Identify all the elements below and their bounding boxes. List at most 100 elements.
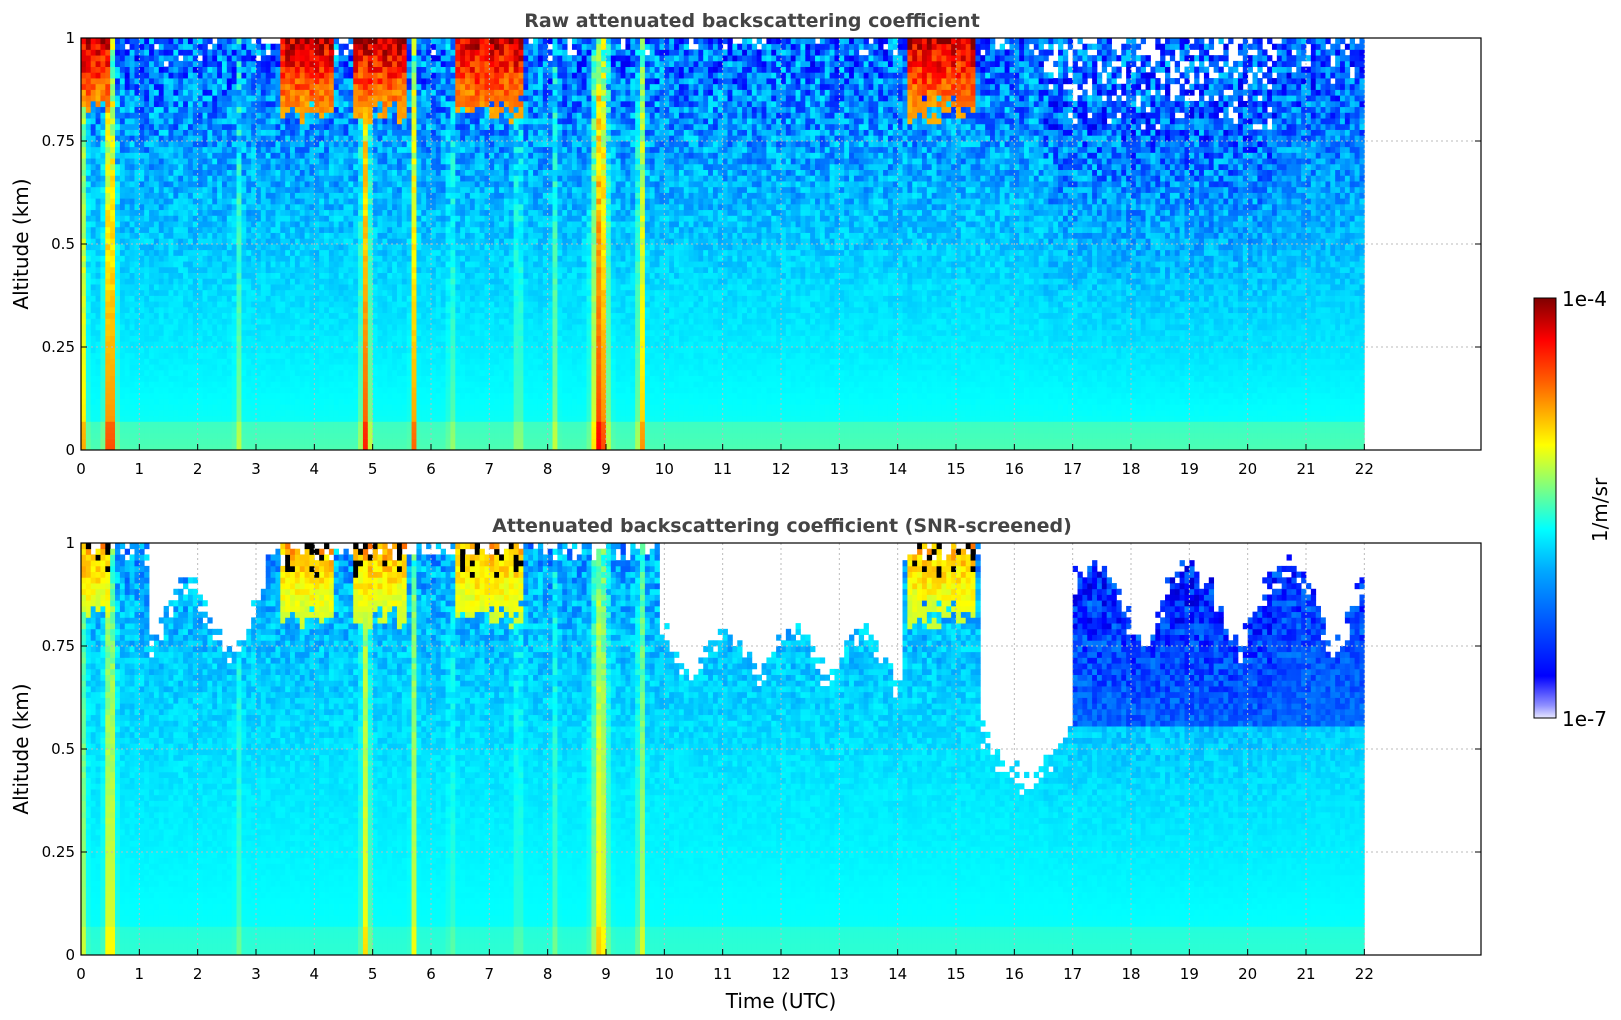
- heatmap-cell: [217, 152, 222, 158]
- heatmap-cell: [212, 250, 217, 256]
- heatmap-cell: [290, 204, 295, 210]
- heatmap-cell: [130, 210, 135, 216]
- heatmap-cell: [363, 84, 368, 90]
- heatmap-cell: [275, 336, 280, 342]
- heatmap-cell: [353, 72, 358, 78]
- heatmap-cell: [295, 393, 300, 399]
- heatmap-cell: [285, 273, 290, 279]
- heatmap-cell: [363, 278, 368, 284]
- heatmap-cell: [290, 164, 295, 170]
- heatmap-cell: [144, 158, 149, 164]
- heatmap-cell: [261, 278, 266, 284]
- heatmap-cell: [105, 170, 110, 176]
- heatmap-cell: [144, 101, 149, 107]
- heatmap-cell: [125, 72, 130, 78]
- heatmap-cell: [295, 439, 300, 445]
- heatmap-cell: [290, 433, 295, 439]
- heatmap-cell: [222, 112, 227, 118]
- heatmap-cell: [344, 130, 349, 136]
- heatmap-cell: [164, 221, 169, 227]
- heatmap-cell: [100, 210, 105, 216]
- heatmap-cell: [222, 210, 227, 216]
- heatmap-cell: [348, 421, 353, 427]
- heatmap-cell: [232, 353, 237, 359]
- heatmap-cell: [261, 204, 266, 210]
- heatmap-cell: [339, 181, 344, 187]
- heatmap-cell: [91, 318, 96, 324]
- heatmap-cell: [300, 78, 305, 84]
- heatmap-cell: [344, 101, 349, 107]
- heatmap-cell: [207, 107, 212, 113]
- heatmap-cell: [314, 387, 319, 393]
- heatmap-cell: [280, 198, 285, 204]
- heatmap-cell: [110, 221, 115, 227]
- heatmap-cell: [358, 393, 363, 399]
- heatmap-cell: [344, 158, 349, 164]
- heatmap-cell: [290, 427, 295, 433]
- heatmap-cell: [329, 290, 334, 296]
- heatmap-cell: [280, 210, 285, 216]
- heatmap-cell: [207, 244, 212, 250]
- heatmap-cell: [232, 55, 237, 61]
- heatmap-cell: [344, 78, 349, 84]
- heatmap-cell: [217, 307, 222, 313]
- heatmap-cell: [198, 210, 203, 216]
- heatmap-cell: [241, 107, 246, 113]
- heatmap-cell: [178, 227, 183, 233]
- heatmap-cell: [188, 101, 193, 107]
- heatmap-cell: [358, 370, 363, 376]
- heatmap-cell: [295, 112, 300, 118]
- heatmap-cell: [105, 336, 110, 342]
- heatmap-cell: [159, 233, 164, 239]
- heatmap-cell: [207, 410, 212, 416]
- heatmap-cell: [198, 107, 203, 113]
- heatmap-cell: [173, 381, 178, 387]
- heatmap-cell: [329, 44, 334, 50]
- heatmap-cell: [285, 307, 290, 313]
- heatmap-cell: [203, 261, 208, 267]
- heatmap-cell: [329, 267, 334, 273]
- heatmap-cell: [227, 370, 232, 376]
- heatmap-cell: [314, 273, 319, 279]
- heatmap-cell: [139, 84, 144, 90]
- heatmap-cell: [222, 49, 227, 55]
- heatmap-cell: [154, 376, 159, 382]
- heatmap-cell: [203, 255, 208, 261]
- heatmap-cell: [217, 107, 222, 113]
- heatmap-cell: [212, 261, 217, 267]
- heatmap-cell: [334, 175, 339, 181]
- heatmap-cell: [115, 261, 120, 267]
- heatmap-cell: [91, 72, 96, 78]
- heatmap-cell: [275, 370, 280, 376]
- heatmap-cell: [164, 370, 169, 376]
- heatmap-cell: [203, 347, 208, 353]
- heatmap-cell: [363, 221, 368, 227]
- heatmap-cell: [222, 410, 227, 416]
- heatmap-cell: [188, 364, 193, 370]
- heatmap-cell: [169, 370, 174, 376]
- heatmap-cell: [188, 61, 193, 67]
- heatmap-cell: [324, 198, 329, 204]
- heatmap-cell: [217, 296, 222, 302]
- heatmap-cell: [363, 158, 368, 164]
- heatmap-cell: [344, 278, 349, 284]
- heatmap-cell: [232, 44, 237, 50]
- heatmap-cell: [237, 67, 242, 73]
- heatmap-cell: [110, 78, 115, 84]
- heatmap-cell: [300, 164, 305, 170]
- heatmap-cell: [154, 284, 159, 290]
- heatmap-cell: [314, 72, 319, 78]
- heatmap-cell: [149, 330, 154, 336]
- heatmap-cell: [295, 61, 300, 67]
- heatmap-cell: [319, 233, 324, 239]
- heatmap-cell: [275, 318, 280, 324]
- heatmap-cell: [319, 61, 324, 67]
- heatmap-cell: [334, 198, 339, 204]
- heatmap-cell: [91, 307, 96, 313]
- heatmap-cell: [363, 210, 368, 216]
- heatmap-cell: [173, 84, 178, 90]
- heatmap-cell: [314, 399, 319, 405]
- heatmap-cell: [120, 90, 125, 96]
- heatmap-cell: [130, 124, 135, 130]
- heatmap-cell: [100, 410, 105, 416]
